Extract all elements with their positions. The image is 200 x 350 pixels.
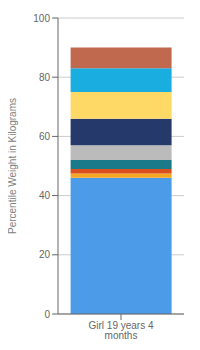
svg-text:Girl 19 years 4months: Girl 19 years 4months xyxy=(88,320,153,341)
svg-text:40: 40 xyxy=(39,190,51,201)
svg-text:0: 0 xyxy=(44,309,50,320)
svg-text:60: 60 xyxy=(39,131,51,142)
svg-text:80: 80 xyxy=(39,72,51,83)
svg-text:20: 20 xyxy=(39,249,51,260)
svg-text:100: 100 xyxy=(33,13,50,24)
svg-text:Percentile Weight in Kilograms: Percentile Weight in Kilograms xyxy=(8,98,18,234)
